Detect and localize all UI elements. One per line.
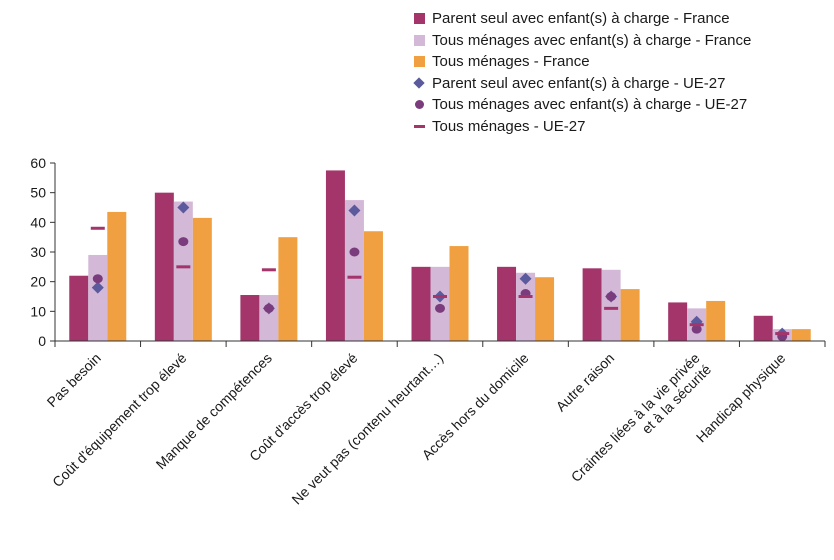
bar — [706, 300, 726, 341]
bar — [497, 266, 517, 341]
dash-marker — [347, 275, 362, 279]
bar — [601, 269, 621, 341]
bar — [344, 200, 364, 341]
dash-marker — [518, 295, 533, 298]
bar — [107, 211, 127, 341]
dot-icon — [414, 100, 424, 110]
y-tick-label: 0 — [38, 333, 46, 349]
legend-item: Tous ménages avec enfant(s) à charge - U… — [412, 94, 751, 116]
dash-marker — [176, 265, 191, 269]
y-tick-label: 30 — [30, 244, 46, 260]
x-tick-label: Coût d'équipement trop élevé — [49, 350, 189, 490]
dot-marker — [435, 303, 445, 313]
bar — [516, 272, 536, 341]
x-tick-label: Handicap physique — [693, 350, 789, 446]
dot-marker — [606, 292, 617, 301]
diamond-marker — [348, 204, 361, 217]
bar — [325, 170, 345, 341]
legend-item: Parent seul avec enfant(s) à charge - UE… — [412, 73, 751, 95]
legend-item: Tous ménages - UE-27 — [412, 116, 751, 138]
bar — [240, 295, 260, 341]
bar — [535, 277, 555, 341]
legend-swatch-icon — [413, 34, 425, 46]
legend-label: Tous ménages - UE-27 — [432, 117, 586, 135]
diamond-marker — [177, 201, 190, 214]
dot-marker — [92, 274, 103, 284]
legend-label: Tous ménages avec enfant(s) à charge - F… — [432, 31, 752, 49]
bar — [192, 217, 212, 341]
legend-swatch-icon — [413, 13, 425, 25]
y-tick-label: 50 — [30, 185, 46, 201]
y-tick-label: 20 — [30, 274, 46, 290]
dot-marker — [178, 237, 189, 247]
x-tick-label: Ne veut pas (contenu heurtant…) — [288, 350, 446, 508]
bar — [791, 329, 811, 341]
dash-marker — [90, 226, 105, 230]
legend-label: Parent seul avec enfant(s) à charge - Fr… — [432, 10, 730, 28]
bar — [449, 246, 469, 341]
legend-item: Parent seul avec enfant(s) à charge - Fr… — [412, 8, 751, 30]
bar — [411, 266, 431, 341]
bar — [259, 295, 279, 341]
dash-marker — [261, 268, 276, 272]
bar — [278, 237, 298, 341]
bar — [668, 302, 688, 341]
bar — [753, 315, 773, 341]
bar — [154, 192, 174, 341]
bar — [69, 275, 89, 341]
y-tick-label: 40 — [30, 214, 46, 230]
bar — [88, 254, 108, 341]
dash-marker — [775, 332, 790, 336]
markers-layer — [90, 201, 790, 342]
legend-item: Tous ménages avec enfant(s) à charge - F… — [412, 30, 751, 52]
dot-marker — [349, 247, 360, 257]
legend-label: Tous ménages - France — [432, 53, 590, 71]
legend-label: Parent seul avec enfant(s) à charge - UE… — [432, 74, 726, 92]
legend-item: Tous ménages - France — [412, 51, 751, 73]
bar — [363, 231, 383, 341]
x-tick-label: Autre raison — [553, 350, 618, 415]
dash-marker — [604, 306, 619, 310]
bars-layer — [69, 170, 811, 341]
legend-swatch-icon — [413, 56, 425, 68]
y-tick-label: 60 — [30, 155, 46, 171]
dash-marker — [689, 323, 704, 327]
diamond-icon — [413, 77, 425, 89]
legend-label: Tous ménages avec enfant(s) à charge - U… — [432, 96, 748, 114]
diamond-marker — [519, 272, 532, 285]
legend: Parent seul avec enfant(s) à charge - Fr… — [412, 8, 751, 137]
diamond-marker — [91, 281, 104, 294]
bar — [582, 268, 602, 341]
dot-marker — [263, 303, 274, 313]
x-tick-label: Pas besoin — [44, 350, 104, 410]
bar — [173, 201, 193, 341]
dot-marker — [691, 324, 702, 334]
dash-icon — [413, 124, 425, 128]
axes-layer — [50, 162, 826, 347]
dash-marker — [433, 295, 447, 298]
y-tick-label: 10 — [30, 303, 46, 319]
bar — [620, 289, 640, 341]
